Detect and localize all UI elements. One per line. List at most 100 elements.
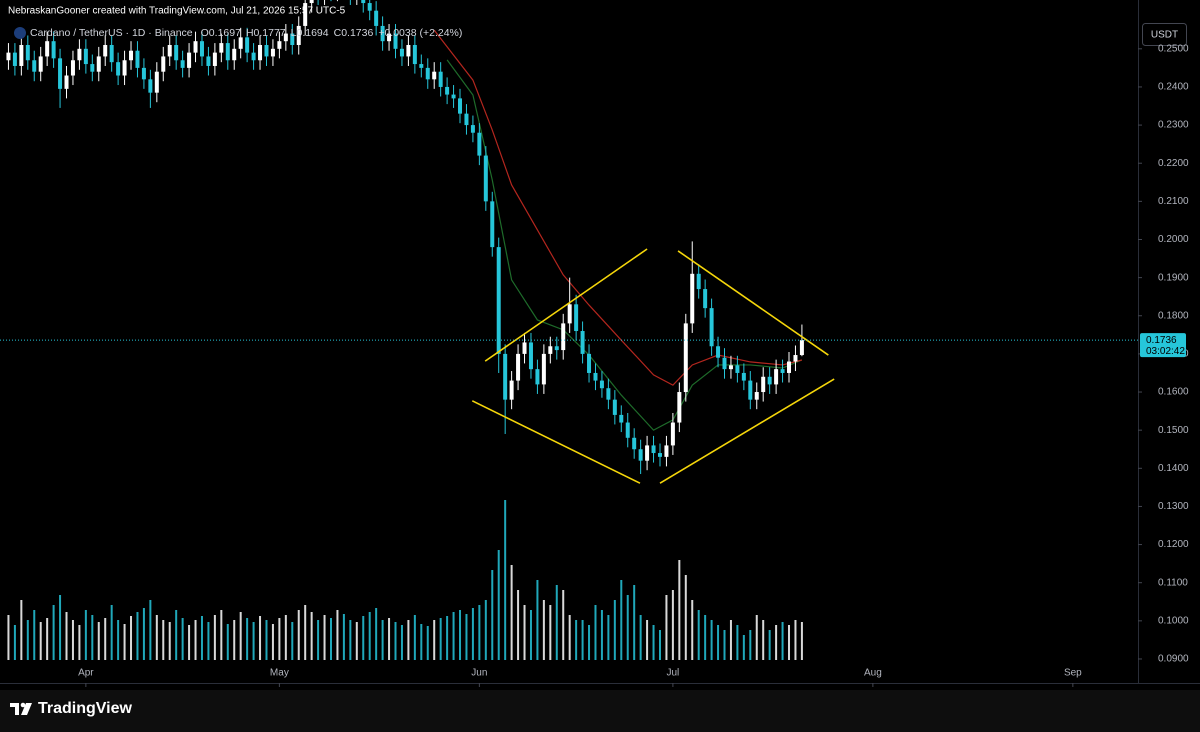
candle-body [238, 37, 243, 49]
volume-bar [142, 608, 145, 660]
candle-body [593, 372, 598, 381]
ohlc-value: H0.1777 [246, 27, 286, 39]
candle-body [6, 52, 11, 61]
candle-body [657, 453, 662, 457]
candle-body [483, 155, 488, 202]
volume-bar [46, 618, 49, 660]
candle-body [167, 44, 172, 57]
volume-bar [226, 624, 229, 660]
candle-body [193, 41, 198, 53]
candle-body [180, 60, 185, 68]
candle-body [458, 98, 463, 114]
currency[interactable]: USDT [1151, 30, 1178, 41]
volume-bar [304, 605, 307, 660]
volume-bar [388, 618, 391, 660]
x-tick-label: Aug [864, 668, 882, 679]
volume-bar [788, 625, 791, 660]
candle-body [232, 48, 237, 61]
y-tick-label: 0.2500 [1158, 43, 1189, 54]
volume-bar [800, 622, 803, 660]
volume-bar [762, 620, 765, 660]
candle-body [212, 52, 217, 66]
volume-bar [562, 590, 565, 660]
candle-body [51, 41, 56, 59]
candle-body [219, 43, 224, 53]
candle-body [77, 48, 82, 61]
candle-body [516, 353, 521, 381]
candle-body [735, 365, 740, 373]
volume-bar [678, 560, 681, 660]
candle-body [522, 342, 527, 354]
volume-bar [568, 615, 571, 660]
candle-body [561, 323, 566, 351]
candle-body [283, 33, 288, 42]
volume-bar [549, 605, 552, 660]
candle-body [19, 44, 24, 66]
x-tick-label: Apr [78, 668, 94, 679]
volume-bar [368, 612, 371, 660]
volume-bar [478, 605, 481, 660]
candle-body [567, 304, 572, 324]
candle-body [690, 273, 695, 324]
y-tick-label: 0.1500 [1158, 425, 1189, 436]
candle-body [703, 289, 708, 309]
volume-bar [697, 610, 700, 660]
candle-body [122, 60, 127, 76]
volume-bar [291, 622, 294, 660]
candle-body [25, 44, 30, 61]
volume-bar [194, 620, 197, 660]
candle-body [32, 60, 37, 72]
volume-bar [581, 620, 584, 660]
volume-bar [246, 618, 249, 660]
volume-bar [220, 610, 223, 660]
volume-bar [375, 608, 378, 660]
volume-bar [52, 605, 55, 660]
volume-bar [20, 600, 23, 660]
candle-body [361, 0, 366, 4]
x-tick-label: May [270, 668, 289, 679]
volume-bar [781, 622, 784, 660]
candle-body [728, 365, 733, 370]
volume-bar [529, 610, 532, 660]
currency-box[interactable] [1142, 23, 1187, 46]
candle-body [45, 41, 50, 57]
volume-bar [336, 610, 339, 660]
volume-bar [652, 625, 655, 660]
ohlc-value: +0.0038 (+2.24%) [378, 27, 462, 39]
ohlc-value: O0.1697 [201, 27, 241, 39]
volume-bar [710, 620, 713, 660]
candle-body [83, 48, 88, 65]
volume-bar [297, 610, 300, 660]
volume-bar [723, 630, 726, 660]
volume-bar [510, 565, 513, 660]
volume-bar [329, 618, 332, 660]
candle-body [161, 56, 166, 72]
candle-body [174, 44, 179, 61]
y-tick-label: 0.2100 [1158, 196, 1189, 207]
volume-bar [671, 590, 674, 660]
candle-body [535, 369, 540, 385]
candle-body [129, 50, 134, 61]
candle-body [264, 44, 269, 57]
candle-body [367, 3, 372, 11]
volume-bar [607, 615, 610, 660]
ohlc-value: L0.1694 [291, 27, 329, 39]
candle-body [58, 58, 63, 89]
volume-bar [600, 610, 603, 660]
candle-body [258, 44, 263, 61]
volume-bar [646, 620, 649, 660]
volume-bar [181, 618, 184, 660]
candle-body [780, 369, 785, 373]
candle-body [309, 0, 314, 4]
candle-body [787, 361, 792, 373]
volume-bar [452, 612, 455, 660]
candle-body [438, 71, 443, 87]
y-tick-label: 0.1000 [1158, 615, 1189, 626]
y-tick-label: 0.1300 [1158, 501, 1189, 512]
volume-bar [323, 615, 326, 660]
candle-body [638, 449, 643, 461]
candle-body [696, 273, 701, 290]
countdown-label: 03:02:42 [1146, 346, 1185, 357]
volume-bar [794, 620, 797, 660]
candle-body [554, 346, 559, 351]
